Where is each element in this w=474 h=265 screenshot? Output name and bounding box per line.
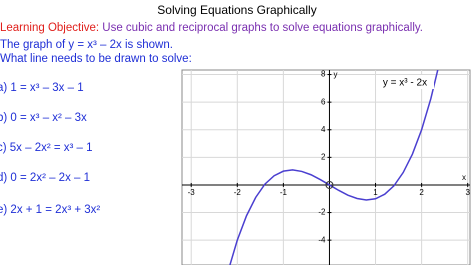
- x-tick-label: -1: [280, 188, 288, 197]
- x-axis-label: x: [462, 173, 466, 182]
- y-tick-label: -4: [318, 235, 326, 244]
- y-tick-label: -2: [318, 208, 326, 217]
- x-tick-label: 2: [419, 188, 424, 197]
- y-tick-label: 2: [321, 152, 326, 161]
- origin-marker: [325, 180, 334, 189]
- question: c) 5x – 2x² = x³ – 1: [0, 142, 93, 154]
- intro-line: What line needs to be drawn to solve:: [0, 53, 192, 65]
- plot-frame: [181, 69, 471, 265]
- question: e) 2x + 1 = 2x³ + 3x²: [0, 204, 101, 216]
- question: b) 0 = x³ – x² – 3x: [0, 112, 87, 124]
- objective: Learning Objective: Use cubic and recipr…: [0, 22, 423, 34]
- question: d) 0 = 2x² – 2x – 1: [0, 172, 91, 184]
- y-tick-label: 4: [321, 125, 326, 134]
- y-tick-label: 6: [321, 97, 326, 106]
- question: a) 1 = x³ – 3x – 1: [0, 82, 84, 94]
- curve-group: [229, 70, 439, 265]
- intro-line: The graph of y = x³ – 2x is shown.: [0, 39, 173, 51]
- objective-label: Learning Objective:: [0, 22, 100, 34]
- objective-text: Use cubic and reciprocal graphs to solve…: [99, 22, 423, 34]
- title: Solving Equations Graphically: [157, 3, 317, 17]
- x-tick-label: -2: [234, 188, 242, 197]
- x-tick-label: -3: [188, 188, 196, 197]
- curve-label: y = x³ - 2x: [383, 78, 427, 89]
- x-tick-label: 3: [465, 188, 470, 197]
- y-axis-label: y: [333, 70, 337, 79]
- y-tick-label: 8: [321, 70, 326, 79]
- curve-label-box: [376, 75, 434, 89]
- x-tick-label: 1: [373, 188, 378, 197]
- curve: [229, 70, 439, 265]
